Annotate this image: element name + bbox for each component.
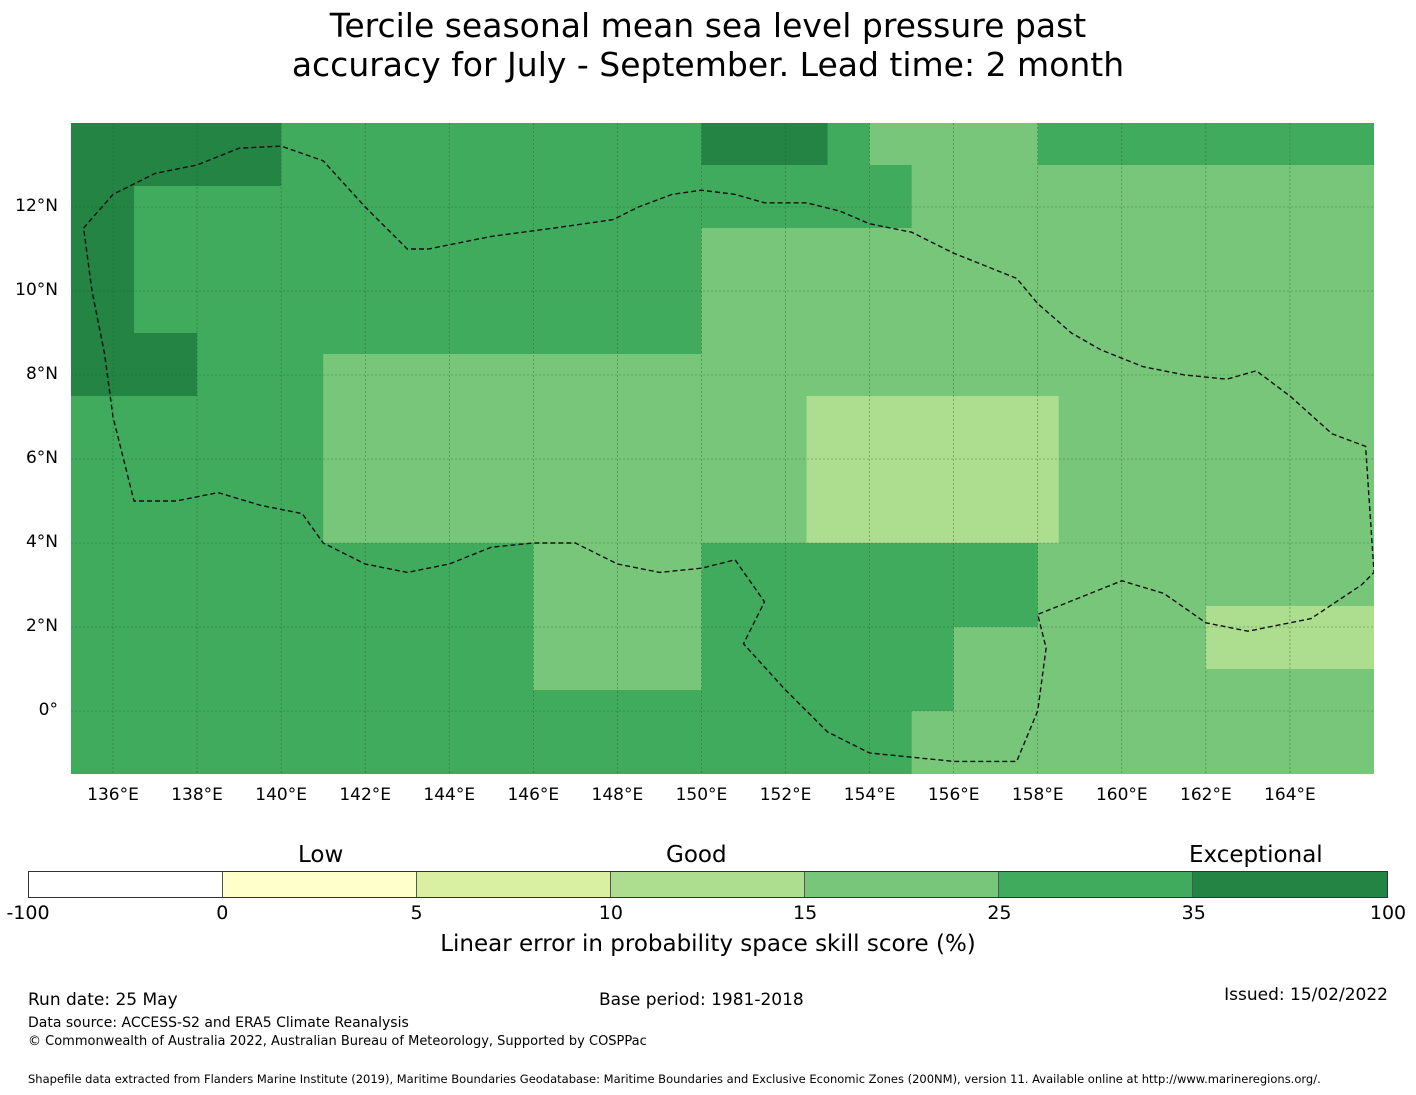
title-line-2: accuracy for July - September. Lead time… (291, 45, 1125, 84)
colorbar-label: Linear error in probability space skill … (440, 931, 976, 957)
skill-region-very-high-west (71, 186, 135, 333)
skill-region-medium-west-band (323, 354, 702, 543)
lon-tick-label: 152°E (759, 785, 812, 805)
lon-tick-label: 148°E (591, 785, 644, 805)
lon-tick-label: 146°E (507, 785, 560, 805)
lon-tick-label: 162°E (1180, 785, 1232, 805)
shapefile-credit: Shapefile data extracted from Flanders M… (28, 1072, 1321, 1086)
colorbar-tick-label: 10 (598, 902, 623, 924)
map-canvas (71, 123, 1374, 774)
colorbar-segment (223, 872, 417, 897)
colorbar-tick-label: 5 (410, 902, 423, 924)
eez-boundary (82, 145, 1374, 763)
lat-tick-label: 0° (38, 700, 58, 720)
colorbar-segment (29, 872, 223, 897)
lat-tick-label: 10°N (15, 280, 58, 300)
graticule (71, 123, 1374, 774)
lon-tick-label: 150°E (675, 785, 728, 805)
issued-date: Issued: 15/02/2022 (1224, 985, 1388, 1005)
lat-tick-label: 8°N (25, 364, 58, 384)
lat-tick-label: 4°N (25, 532, 58, 552)
colorbar-tick-label: 100 (1369, 902, 1407, 924)
lat-tick-label: 12°N (15, 196, 58, 216)
base-period: Base period: 1981-2018 (599, 990, 804, 1010)
colorbar-segment (805, 872, 999, 897)
category-low: Low (298, 842, 344, 868)
lon-tick-label: 136°E (87, 785, 139, 805)
colorbar-segment (999, 872, 1193, 897)
lat-tick-label: 6°N (25, 448, 58, 468)
colorbar (28, 871, 1388, 898)
colorbar-segment (1193, 872, 1387, 897)
skill-region-low-good-center (806, 396, 1059, 543)
lon-tick-label: 164°E (1264, 785, 1316, 805)
skill-region-very-high-north (701, 123, 828, 165)
skill-region-very-high-nw (71, 123, 282, 186)
colorbar-segment (417, 872, 611, 897)
colorbar-tick-label: 15 (793, 902, 818, 924)
data-source: Data source: ACCESS-S2 and ERA5 Climate … (28, 1015, 409, 1031)
skill-region-high-south (764, 627, 954, 711)
lon-tick-label: 156°E (927, 785, 980, 805)
run-date: Run date: 25 May (28, 990, 178, 1010)
lon-tick-label: 140°E (255, 785, 307, 805)
colorbar-segment (611, 872, 805, 897)
lon-tick-label: 158°E (1011, 785, 1064, 805)
skill-regions (71, 123, 1374, 774)
colorbar-tick-label: 25 (987, 902, 1012, 924)
colorbar-tick-label: 35 (1181, 902, 1206, 924)
category-exceptional: Exceptional (1189, 842, 1323, 868)
chart-title: Tercile seasonal mean sea level pressure… (0, 6, 1416, 84)
lon-tick-label: 138°E (171, 785, 223, 805)
colorbar-tick-label: 0 (216, 902, 229, 924)
skill-region-very-high-west-band (71, 333, 198, 396)
copyright: © Commonwealth of Australia 2022, Austra… (28, 1034, 647, 1049)
title-line-1: Tercile seasonal mean sea level pressure… (329, 6, 1087, 45)
category-good: Good (666, 842, 727, 868)
lon-tick-label: 154°E (843, 785, 896, 805)
lon-tick-label: 142°E (339, 785, 392, 805)
lat-tick-label: 2°N (25, 616, 58, 636)
lon-tick-label: 144°E (423, 785, 476, 805)
lon-tick-label: 160°E (1095, 785, 1148, 805)
colorbar-tick-label: -100 (6, 902, 50, 924)
skill-map (71, 123, 1374, 774)
